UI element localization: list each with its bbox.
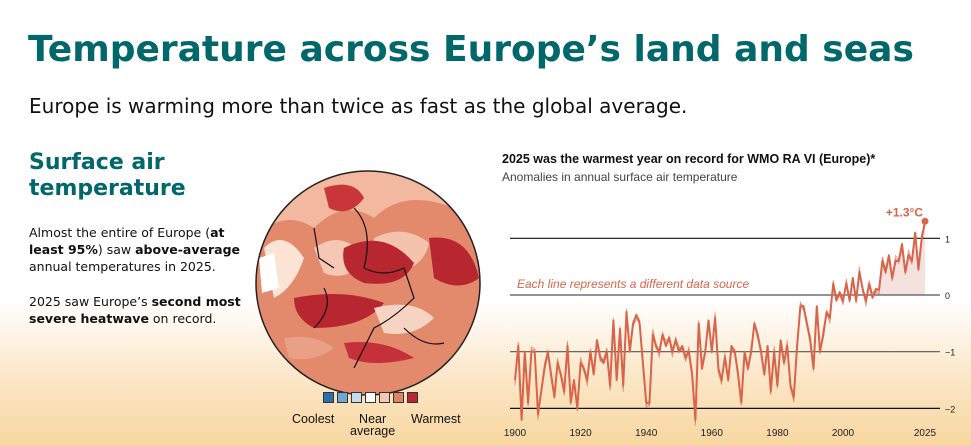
text: ) saw [97, 242, 136, 257]
x-tick-label: 1920 [569, 428, 592, 439]
legend-swatch [393, 392, 404, 403]
legend-near-average: Near average [350, 412, 396, 438]
page-subtitle: Europe is warming more than twice as fas… [29, 94, 688, 118]
paragraph-coverage: Almost the entire of Europe (at least 95… [29, 224, 249, 275]
legend-near-line2: average [350, 424, 396, 438]
y-tick-label: 1 [945, 234, 950, 244]
legend-swatch [323, 392, 334, 403]
paragraph-heatwave: 2025 saw Europe’s second most severe hea… [29, 293, 249, 327]
x-tick-label: 2000 [832, 428, 855, 439]
x-tick-label: 1900 [504, 428, 527, 439]
chart-subtitle: Anomalies in annual surface air temperat… [502, 170, 738, 184]
x-tick-label: 1940 [635, 428, 658, 439]
map-legend [323, 392, 418, 403]
legend-coolest: Coolest [292, 412, 335, 426]
text: 2025 saw Europe’s [29, 294, 152, 309]
y-tick-label: −1 [945, 348, 955, 358]
x-tick-label: 1980 [766, 428, 789, 439]
x-tick-label: 2025 [914, 428, 937, 439]
data-source-line [514, 224, 926, 423]
legend-near-line1: Near [359, 412, 387, 426]
page-title: Temperature across Europe’s land and sea… [28, 29, 914, 70]
text: Almost the entire of Europe ( [29, 225, 211, 240]
x-tick-label: 1960 [701, 428, 724, 439]
latest-value-marker [921, 217, 929, 225]
europe-temperature-map [255, 170, 481, 396]
legend-swatch [407, 392, 418, 403]
legend-swatch [379, 392, 390, 403]
chart-title: 2025 was the warmest year on record for … [502, 152, 876, 166]
highlight-label: +1.3°C [886, 205, 923, 219]
legend-swatch [365, 392, 376, 403]
section-title-line1: Surface air [29, 150, 165, 175]
temperature-anomaly-chart: 1 0 −1 −2 1900 1920 1940 1960 1980 2000 2025 +1.3°C… [504, 205, 955, 439]
bold-text: at least 95% [29, 225, 225, 257]
section-title: Surface air temperature [29, 150, 229, 202]
bold-text: above-average [135, 242, 240, 257]
text: annual temperatures in 2025. [29, 259, 216, 274]
legend-warmest: Warmest [411, 412, 461, 426]
y-tick-label: 0 [945, 291, 950, 301]
y-tick-label: −2 [945, 404, 955, 414]
recent-warming-area [875, 221, 925, 295]
chart-annotation: Each line represents a different data so… [517, 277, 749, 291]
data-source-line [514, 221, 926, 421]
section-title-line2: temperature [29, 176, 186, 201]
text: on record. [148, 311, 217, 326]
data-source-line [514, 220, 926, 421]
legend-swatch [351, 392, 362, 403]
legend-swatch [337, 392, 348, 403]
bold-text: second most severe heatwave [29, 294, 241, 326]
